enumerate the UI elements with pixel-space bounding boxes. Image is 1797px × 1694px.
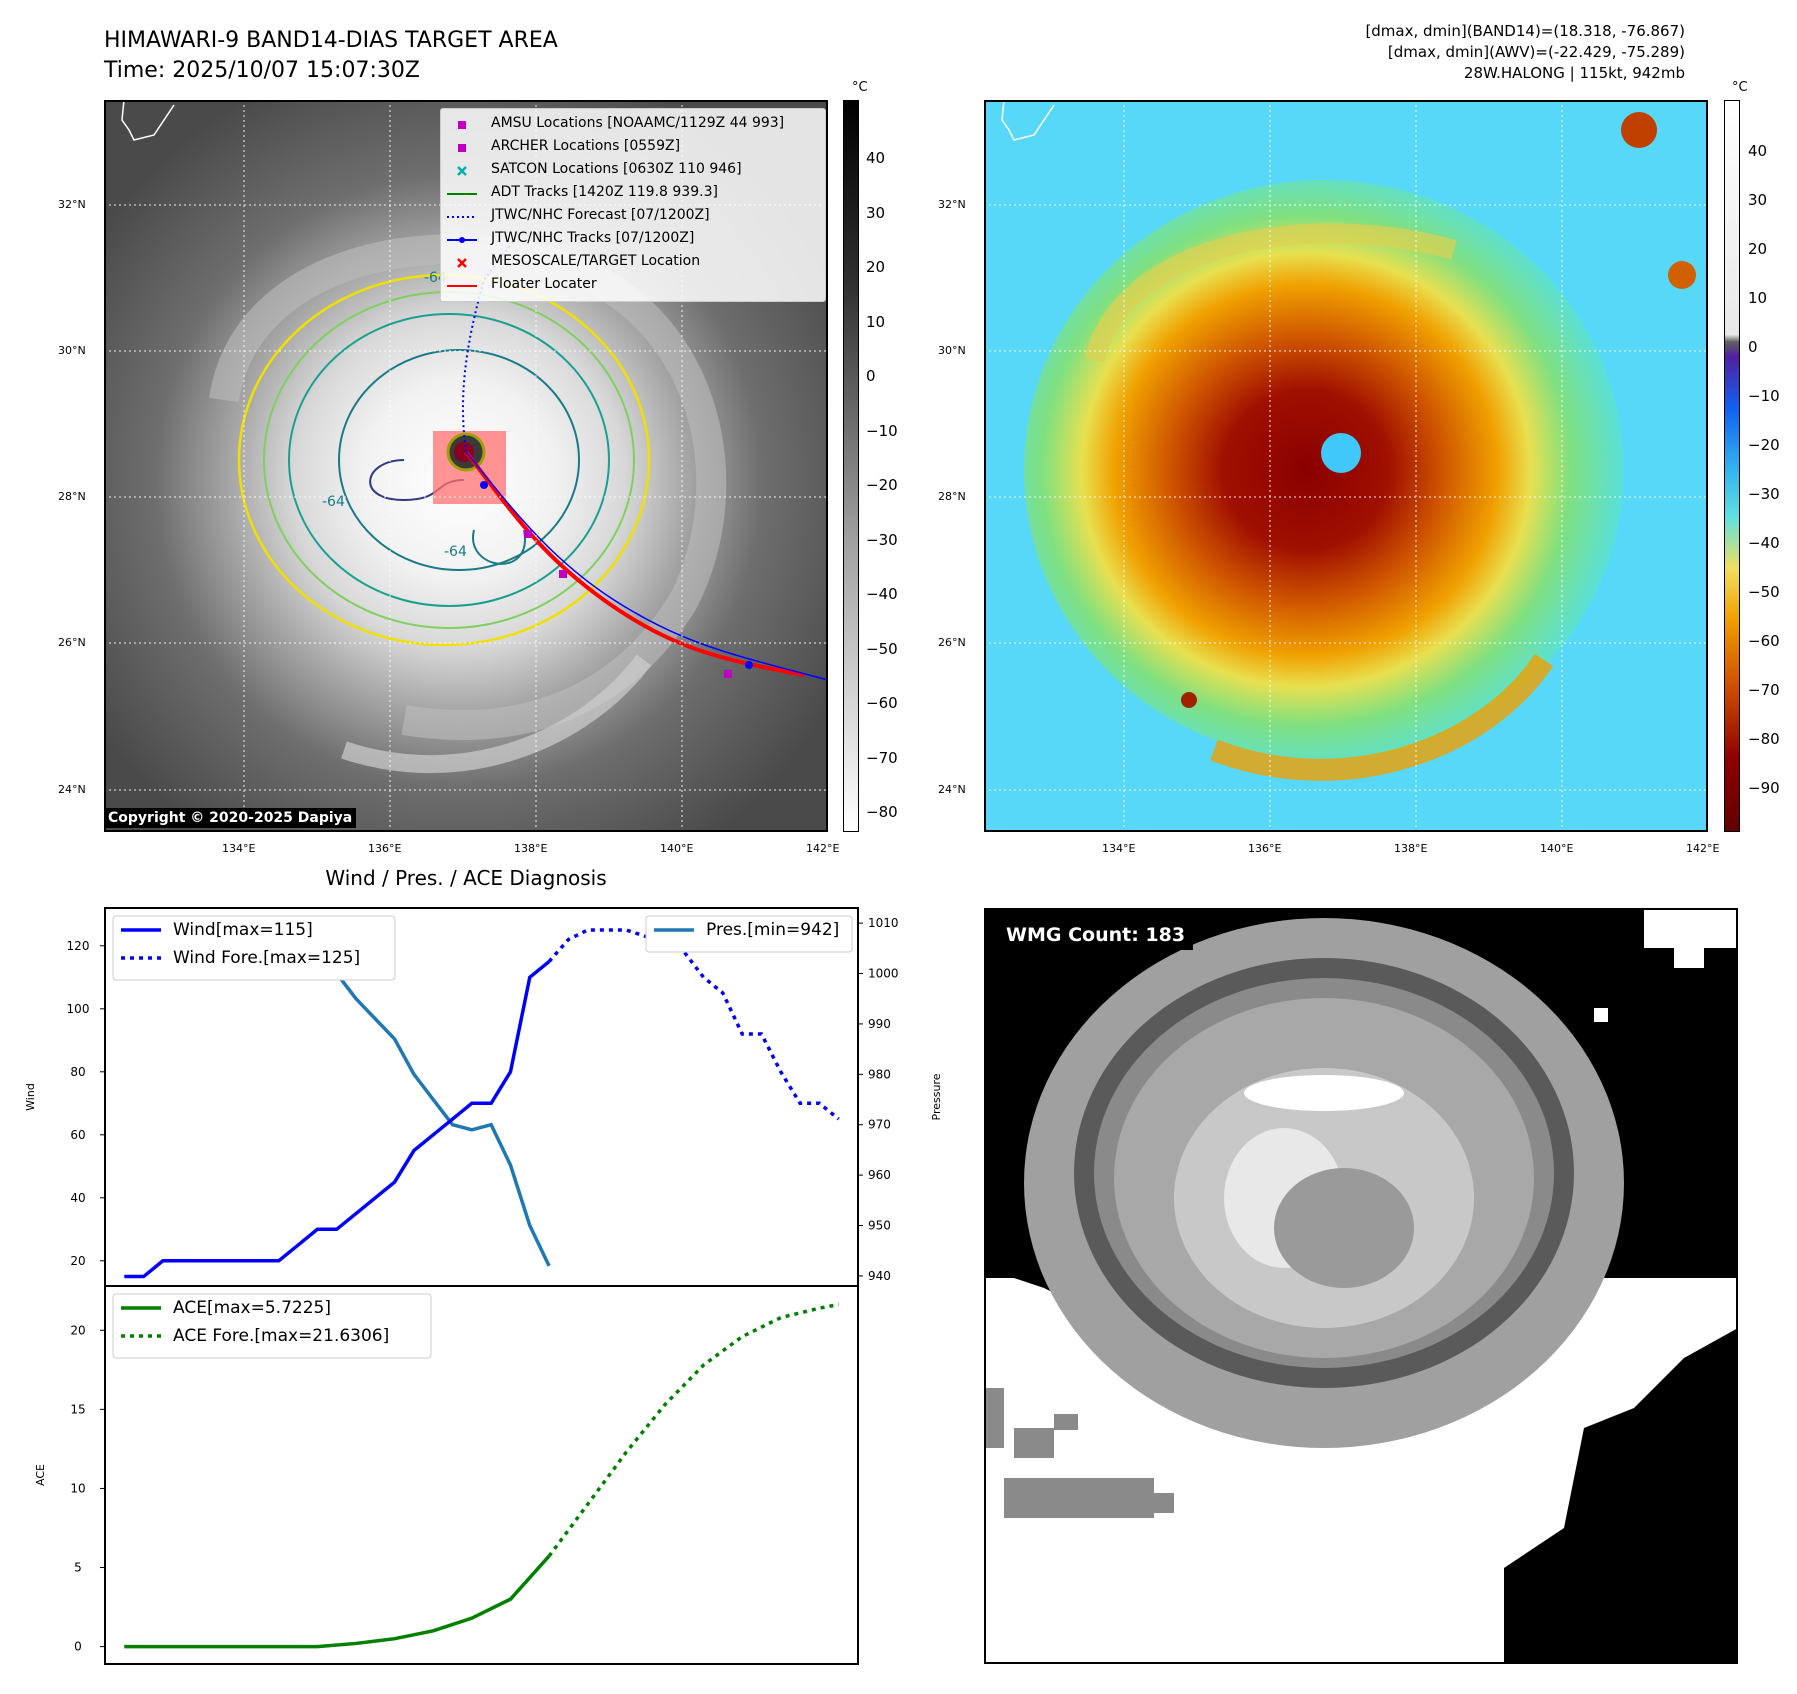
colorbar-tick-label: −50	[866, 640, 898, 658]
wmg-frame	[984, 908, 1738, 1664]
pressure-tick-label: 970	[868, 1118, 891, 1132]
ace-forecast-line	[549, 1304, 839, 1556]
legend-label: Wind Fore.[max=125]	[173, 948, 360, 968]
lat-tick-label: 24°N	[938, 783, 966, 796]
colorbar-tick-label: 20	[866, 258, 885, 276]
lat-tick-label: 32°N	[938, 198, 966, 211]
lon-tick-label: 142°E	[1686, 842, 1719, 855]
wind-tick-label: 80	[70, 1065, 85, 1079]
colorbar-tick-label: 30	[1748, 191, 1767, 209]
ir-map-frame	[104, 100, 828, 832]
ace-axis-label: ACE	[34, 1464, 47, 1486]
lon-tick-label: 136°E	[1248, 842, 1281, 855]
diagnosis-svg: 2040608010012094095096097098099010001010…	[0, 900, 984, 1690]
awv-range: [dmax, dmin](AWV)=(-22.429, -75.289)	[1388, 43, 1685, 61]
lat-tick-label: 28°N	[58, 490, 86, 503]
colorbar-tick-label: 10	[866, 313, 885, 331]
ace-tick-label: 20	[70, 1323, 85, 1337]
gray-colorbar	[843, 100, 859, 832]
pressure-tick-label: 940	[868, 1269, 891, 1283]
band14-range: [dmax, dmin](BAND14)=(18.318, -76.867)	[1365, 22, 1685, 40]
gray-colorbar-unit: °C	[852, 80, 868, 95]
ace-tick-label: 5	[74, 1561, 82, 1575]
colorbar-tick-label: −60	[1748, 632, 1780, 650]
lon-tick-label: 138°E	[514, 842, 547, 855]
colorbar-tick-label: 40	[866, 149, 885, 167]
lat-tick-label: 28°N	[938, 490, 966, 503]
ace-tick-label: 15	[70, 1402, 85, 1416]
pressure-tick-label: 950	[868, 1219, 891, 1233]
pressure-tick-label: 990	[868, 1017, 891, 1031]
color-map-frame	[984, 100, 1708, 832]
ir-map-panel: -64 -64 -64 AMSU Locations [NOAAMC/1129Z…	[104, 100, 828, 832]
colorbar-tick-label: −60	[866, 694, 898, 712]
colorbar-tick-label: −40	[866, 585, 898, 603]
colorbar-tick-label: −30	[1748, 485, 1780, 503]
pressure-tick-label: 980	[868, 1067, 891, 1081]
wind-tick-label: 100	[67, 1002, 90, 1016]
pressure-tick-label: 1000	[868, 967, 899, 981]
colorbar-tick-label: −70	[1748, 681, 1780, 699]
colorbar-tick-label: 30	[866, 204, 885, 222]
colorbar-tick-label: 40	[1748, 142, 1767, 160]
wind-line	[124, 962, 549, 1277]
legend-label: ACE[max=5.7225]	[173, 1298, 331, 1318]
wmg-panel: WMG Count: 183	[984, 908, 1738, 1664]
wind-tick-label: 40	[70, 1191, 85, 1205]
colorbar-tick-label: −30	[866, 531, 898, 549]
color-colorbar	[1724, 100, 1740, 832]
lon-tick-label: 140°E	[1540, 842, 1573, 855]
colorbar-tick-label: −10	[1748, 387, 1780, 405]
legend-label: Pres.[min=942]	[706, 920, 839, 940]
diagnosis-chart: 20 40 60 80 100 120 940 950 960 970 980 990 1000 1010…	[0, 900, 984, 1690]
pressure-tick-label: 1010	[868, 916, 899, 930]
colorbar-tick-label: −10	[866, 422, 898, 440]
colorbar-tick-label: 0	[866, 367, 876, 385]
colorbar-tick-label: −90	[1748, 779, 1780, 797]
legend-label: ACE Fore.[max=21.6306]	[173, 1326, 389, 1346]
wind-tick-label: 120	[67, 939, 90, 953]
wind-tick-label: 20	[70, 1254, 85, 1268]
colorbar-tick-label: 10	[1748, 289, 1767, 307]
lon-tick-label: 142°E	[806, 842, 839, 855]
diagnosis-title: Wind / Pres. / ACE Diagnosis	[104, 866, 828, 890]
color-map-panel	[984, 100, 1708, 832]
colorbar-tick-label: −20	[1748, 436, 1780, 454]
lon-tick-label: 134°E	[1102, 842, 1135, 855]
color-colorbar-unit: °C	[1732, 80, 1748, 95]
colorbar-tick-label: −80	[1748, 730, 1780, 748]
lat-tick-label: 26°N	[938, 636, 966, 649]
legend-label: Wind[max=115]	[173, 920, 313, 940]
wind-axis-label: Wind	[24, 1083, 37, 1111]
chart-title: HIMAWARI-9 BAND14-DIAS TARGET AREA	[104, 28, 558, 53]
lat-tick-label: 30°N	[58, 344, 86, 357]
pressure-axis-label: Pressure	[930, 1073, 943, 1120]
colorbar-tick-label: −40	[1748, 534, 1780, 552]
lat-tick-label: 32°N	[58, 198, 86, 211]
wind-forecast-line	[549, 930, 839, 1119]
lat-tick-label: 30°N	[938, 344, 966, 357]
wind-tick-label: 60	[70, 1128, 85, 1142]
lon-tick-label: 136°E	[368, 842, 401, 855]
storm-info: 28W.HALONG | 115kt, 942mb	[1464, 64, 1685, 82]
ace-line	[124, 1556, 549, 1647]
colorbar-tick-label: −80	[866, 803, 898, 821]
ace-tick-label: 0	[74, 1640, 82, 1654]
lat-tick-label: 26°N	[58, 636, 86, 649]
lat-tick-label: 24°N	[58, 783, 86, 796]
pressure-tick-label: 960	[868, 1168, 891, 1182]
lon-tick-label: 140°E	[660, 842, 693, 855]
lon-tick-label: 134°E	[222, 842, 255, 855]
ace-tick-label: 10	[70, 1481, 85, 1495]
colorbar-tick-label: 0	[1748, 338, 1758, 356]
colorbar-tick-label: 20	[1748, 240, 1767, 258]
colorbar-tick-label: −20	[866, 476, 898, 494]
chart-time: Time: 2025/10/07 15:07:30Z	[104, 58, 420, 83]
lon-tick-label: 138°E	[1394, 842, 1427, 855]
colorbar-tick-label: −50	[1748, 583, 1780, 601]
colorbar-tick-label: −70	[866, 749, 898, 767]
